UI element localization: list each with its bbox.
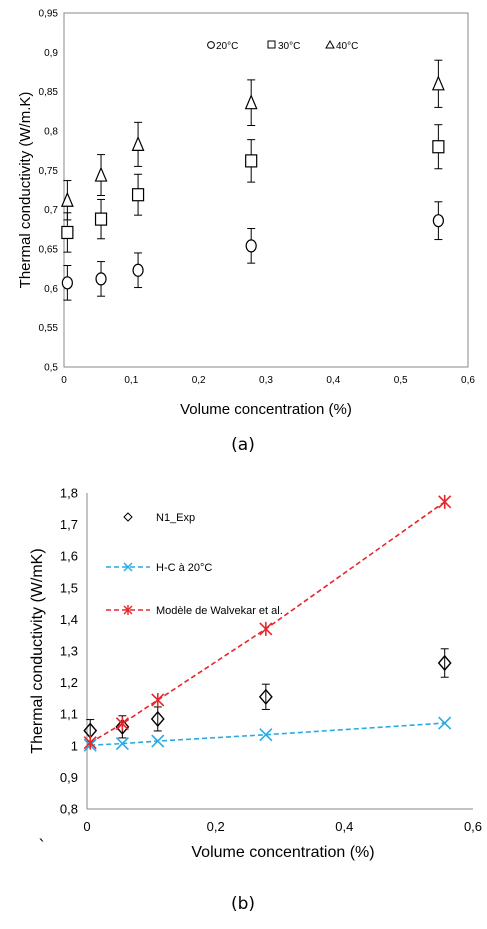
chart-b-y-tick-1-2: 1,2	[60, 675, 78, 690]
legend-marker-40c	[325, 39, 335, 49]
chart-b-legend: N1_Exp H-C à 20°C Modèle de Walvekar et …	[106, 512, 283, 617]
point-h-c-20-c-1	[115, 737, 129, 751]
chart-b-y-tick-1-3: 1,3	[60, 644, 78, 659]
point-20-c-3	[245, 239, 257, 253]
legend-label-20c: 20°C	[216, 41, 238, 52]
chart-b-x-tick-0-2: 0,2	[207, 819, 225, 834]
point-n1-exp-4	[437, 654, 452, 672]
point-40-c-3	[244, 94, 258, 110]
line-mod-le-de-walvekar-et-al	[89, 501, 446, 744]
chart-a: 0,5 0,55 0,6 0,65 0,7 0,75 0,8 0,85 0,9 0,95 0 0,1…	[17, 9, 475, 456]
chart-a-y-tick-labels: 0,5 0,55 0,6 0,65 0,7 0,75 0,8 0,85 0,9 0,95	[39, 9, 59, 374]
chart-a-y-tick-0-9: 0,9	[44, 48, 58, 59]
point-mod-le-de-walvekar-et-al-1	[115, 716, 129, 731]
legend-marker-30c	[267, 40, 276, 49]
chart-a-y-tick-0-55: 0,55	[39, 323, 59, 334]
point-h-c-20-c-1-stroke-b	[115, 737, 129, 751]
legend-label-30c: 30°C	[278, 41, 300, 52]
chart-a-caption: (a)	[231, 435, 255, 455]
chart-a-y-tick-0-65: 0,65	[39, 245, 59, 256]
chart-b-y-tick-1-1: 1,1	[60, 707, 78, 722]
stray-mark: `	[38, 837, 47, 857]
chart-a-y-tick-0-5: 0,5	[44, 363, 58, 374]
legend-marker-n1-exp	[123, 512, 133, 522]
point-30-c-4	[432, 140, 445, 154]
chart-b-x-tick-0-6: 0,6	[464, 819, 482, 834]
point-mod-le-de-walvekar-et-al-4	[438, 494, 452, 509]
point-mod-le-de-walvekar-et-al-3	[259, 621, 273, 636]
point-20-c-4	[432, 214, 444, 228]
point-30-c-3	[245, 154, 258, 168]
chart-b-x-tick-0-4: 0,4	[335, 819, 353, 834]
chart-a-legend: 20°C 30°C 40°C	[207, 39, 358, 52]
point-40-c-0	[60, 191, 74, 207]
chart-a-x-tick-labels: 0 0,1 0,2 0,3 0,4 0,5 0,6	[61, 375, 475, 386]
legend-label-40c: 40°C	[336, 41, 358, 52]
chart-a-y-tick-0-95: 0,95	[39, 9, 59, 20]
point-h-c-20-c-2-stroke-b	[151, 734, 165, 748]
chart-b-y-tick-labels: 0,8 0,9 1 1,1 1,2 1,3 1,4 1,5 1,6 1,7 1,8	[60, 486, 78, 817]
chart-b-caption: (b)	[231, 894, 255, 914]
chart-a-x-tick-0-4: 0,4	[326, 375, 340, 386]
point-n1-exp-3	[258, 688, 273, 705]
point-mod-le-de-walvekar-et-al-0	[83, 735, 97, 750]
legend-marker-20c	[207, 41, 215, 49]
point-30-c-2	[131, 188, 145, 202]
chart-b-y-tick-1-7: 1,7	[60, 517, 78, 532]
point-h-c-20-c-3	[259, 728, 273, 742]
chart-a-x-tick-0-6: 0,6	[461, 375, 475, 386]
chart-b-marks	[83, 494, 452, 752]
point-20-c-1	[95, 272, 107, 286]
chart-a-x-axis-label: Volume concentration (%)	[180, 401, 352, 418]
chart-b-y-tick-1-5: 1,5	[60, 580, 78, 595]
point-30-c-0	[61, 225, 74, 240]
chart-a-x-tick-0-2: 0,2	[192, 375, 206, 386]
chart-b-x-axis-label: Volume concentration (%)	[191, 844, 374, 861]
point-n1-exp-1	[115, 718, 130, 735]
legend-label-hc: H-C à 20°C	[156, 562, 212, 574]
chart-b-y-tick-1: 1	[71, 738, 78, 753]
point-h-c-20-c-4	[438, 716, 452, 730]
point-mod-le-de-walvekar-et-al-2	[151, 692, 165, 707]
chart-a-y-tick-0-85: 0,85	[39, 87, 59, 98]
point-h-c-20-c-3-stroke-b	[259, 728, 273, 742]
chart-b-y-tick-1-8: 1,8	[60, 486, 78, 501]
chart-a-x-tick-0-5: 0,5	[394, 375, 408, 386]
chart-a-y-tick-0-8: 0,8	[44, 127, 58, 138]
chart-a-x-tick-0-1: 0,1	[124, 375, 138, 386]
point-30-c-1	[94, 212, 108, 226]
chart-b-x-tick-0: 0	[83, 819, 90, 834]
chart-b-y-axis-label: Thermal conductivity (W/mK)	[29, 548, 46, 753]
legend-marker-walvekar	[123, 605, 133, 615]
chart-a-y-axis-label: Thermal conductivity (W/m.K)	[17, 92, 34, 289]
point-20-c-0	[61, 276, 73, 290]
point-h-c-20-c-2	[151, 734, 165, 748]
chart-a-marks	[60, 59, 445, 301]
point-20-c-2	[132, 263, 144, 277]
chart-a-y-tick-0-6: 0,6	[44, 284, 58, 295]
legend-label-n1-exp: N1_Exp	[156, 512, 195, 524]
chart-a-x-tick-0-3: 0,3	[259, 375, 273, 386]
chart-b: 0,80,911,11,21,31,41,51,61,71,8 0 0,2 0,4 0…	[29, 486, 482, 915]
chart-b-y-tick-0-8: 0,8	[60, 802, 78, 817]
legend-label-walvekar: Modèle de Walvekar et al.	[156, 605, 283, 617]
point-40-c-2	[131, 135, 145, 151]
chart-a-x-tick-0: 0	[61, 375, 67, 386]
point-h-c-20-c-4-stroke-b	[438, 716, 452, 730]
point-40-c-4	[431, 75, 445, 91]
chart-b-y-tick-1-6: 1,6	[60, 549, 78, 564]
chart-b-y-tick-0-9: 0,9	[60, 770, 78, 785]
point-40-c-1	[94, 166, 108, 182]
point-n1-exp-2	[150, 710, 165, 728]
chart-b-x-tick-labels: 0 0,2 0,4 0,6	[83, 819, 482, 834]
chart-a-y-tick-0-7: 0,7	[44, 205, 58, 216]
legend-marker-hc	[123, 562, 133, 572]
chart-b-y-tick-1-4: 1,4	[60, 612, 78, 627]
chart-a-y-tick-0-75: 0,75	[39, 166, 59, 177]
